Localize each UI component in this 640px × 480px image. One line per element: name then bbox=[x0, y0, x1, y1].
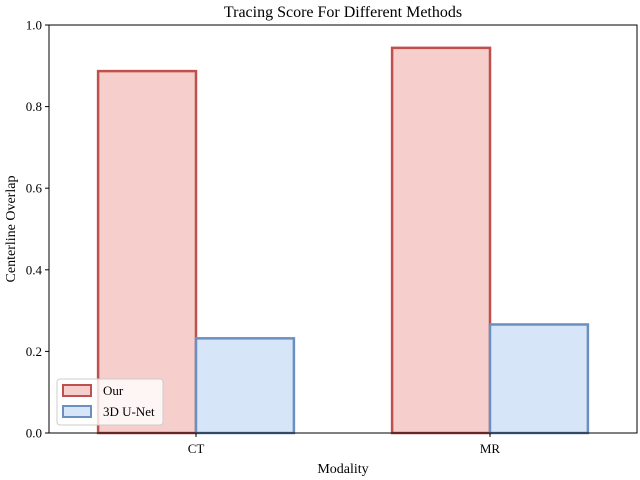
bars-group bbox=[96, 46, 590, 435]
legend-label-our: Our bbox=[103, 383, 124, 398]
x-tick-label-ct: CT bbox=[188, 441, 205, 456]
legend-swatch-3d-unet bbox=[62, 405, 92, 418]
chart-title: Tracing Score For Different Methods bbox=[224, 4, 462, 21]
legend-swatch-our bbox=[62, 384, 92, 397]
y-tick-label: 1.0 bbox=[26, 18, 42, 33]
y-tick-label: 0.2 bbox=[26, 344, 42, 359]
legend: Our 3D U-Net bbox=[56, 378, 164, 426]
x-axis-ticks: CT MR bbox=[188, 433, 501, 456]
bar-our-ct bbox=[96, 69, 198, 435]
y-tick-label: 0.8 bbox=[26, 99, 42, 114]
y-axis-ticks: 0.0 0.2 0.4 0.6 0.8 1.0 bbox=[26, 18, 49, 441]
bar-our-mr bbox=[390, 46, 492, 435]
legend-label-3d-unet: 3D U-Net bbox=[103, 404, 155, 419]
x-axis-label: Modality bbox=[317, 462, 368, 477]
y-tick-label: 0.4 bbox=[26, 262, 43, 277]
bar-3d-u-net-mr bbox=[488, 323, 590, 435]
y-tick-label: 0.0 bbox=[26, 426, 42, 441]
bar-3d-u-net-ct bbox=[194, 337, 296, 435]
plot-frame bbox=[48, 24, 638, 434]
y-tick-label: 0.6 bbox=[26, 181, 43, 196]
x-tick-label-mr: MR bbox=[480, 441, 501, 456]
y-axis-label: Centerline Overlap bbox=[4, 176, 19, 283]
